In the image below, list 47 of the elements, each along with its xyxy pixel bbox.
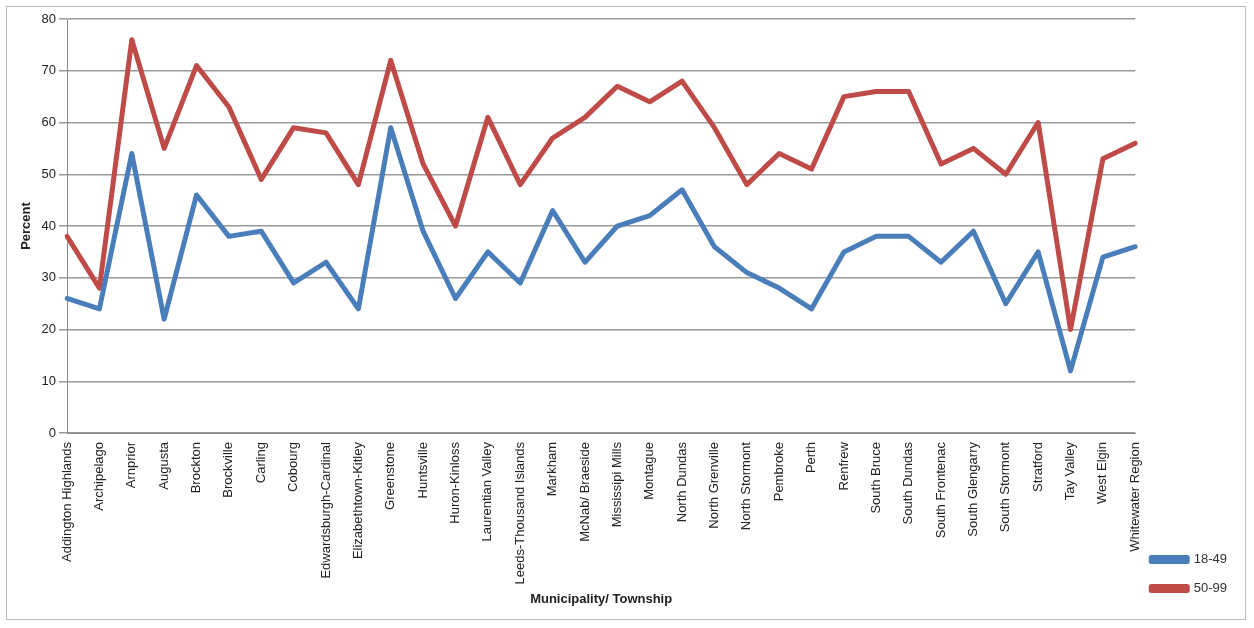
x-tick-label: North Dundas xyxy=(673,441,689,523)
x-tick-label: Whitewater Region xyxy=(1126,442,1142,552)
x-tick-label: Addington Highlands xyxy=(58,441,74,563)
x-tick-label: North Grenville xyxy=(706,442,722,529)
x-tick-label: Archipelago xyxy=(91,442,107,511)
x-tick-label: South Bruce xyxy=(867,442,883,514)
y-tick-label: 20 xyxy=(41,321,57,337)
y-tick-label: 50 xyxy=(41,165,57,181)
x-tick-label: Tay Valley xyxy=(1062,441,1078,501)
y-tick-label: 60 xyxy=(41,114,57,130)
y-tick-label: 0 xyxy=(48,424,57,440)
x-tick-label: North Stormont xyxy=(738,441,754,531)
x-axis-title: Municipality/ Township xyxy=(530,590,673,606)
x-tick-label: Elizabethtown-Kitley xyxy=(349,441,365,560)
x-tick-label: Edwardsburgh-Cardinal xyxy=(317,441,333,579)
x-tick-label: South Glengarry xyxy=(964,441,980,537)
y-tick-label: 40 xyxy=(41,217,57,233)
x-tick-label: Cobourg xyxy=(285,442,301,492)
x-tick-label: Laurentian Valley xyxy=(479,441,495,542)
x-tick-label: Brockton xyxy=(188,442,204,494)
x-tick-label: Mississipi Mills xyxy=(608,441,624,528)
x-tick-label: Carling xyxy=(252,442,268,484)
x-tick-label: Montague xyxy=(641,442,657,500)
x-tick-label: Arnprior xyxy=(123,441,139,489)
y-tick-label: 70 xyxy=(41,62,57,78)
x-tick-label: West Elgin xyxy=(1094,442,1110,504)
x-tick-label: Huntsville xyxy=(414,442,430,499)
y-tick-label: 30 xyxy=(41,269,57,285)
x-tick-label: Renfrew xyxy=(835,441,851,491)
x-tick-label: Stratford xyxy=(1029,442,1045,492)
legend-label: 50-99 xyxy=(1193,580,1227,596)
x-tick-label: South Stormont xyxy=(997,441,1013,533)
legend-label: 18-49 xyxy=(1193,551,1227,567)
x-tick-label: South Frontenac xyxy=(932,441,948,539)
x-tick-label: Huron-Kinloss xyxy=(447,441,463,524)
x-tick-label: Markham xyxy=(544,442,560,497)
x-tick-label: McNab/ Braeside xyxy=(576,442,592,542)
x-tick-label: Leeds-Thousand Islands xyxy=(511,441,527,585)
x-tick-label: Perth xyxy=(803,442,819,474)
x-tick-label: Augusta xyxy=(155,441,171,490)
x-tick-label: Pembroke xyxy=(770,442,786,502)
x-tick-label: Greenstone xyxy=(382,442,398,510)
y-axis-title: Percent xyxy=(18,201,34,250)
y-tick-label: 80 xyxy=(41,10,57,26)
y-tick-label: 10 xyxy=(41,372,57,388)
x-tick-label: Brockville xyxy=(220,442,236,498)
x-tick-label: South Dundas xyxy=(900,441,916,525)
